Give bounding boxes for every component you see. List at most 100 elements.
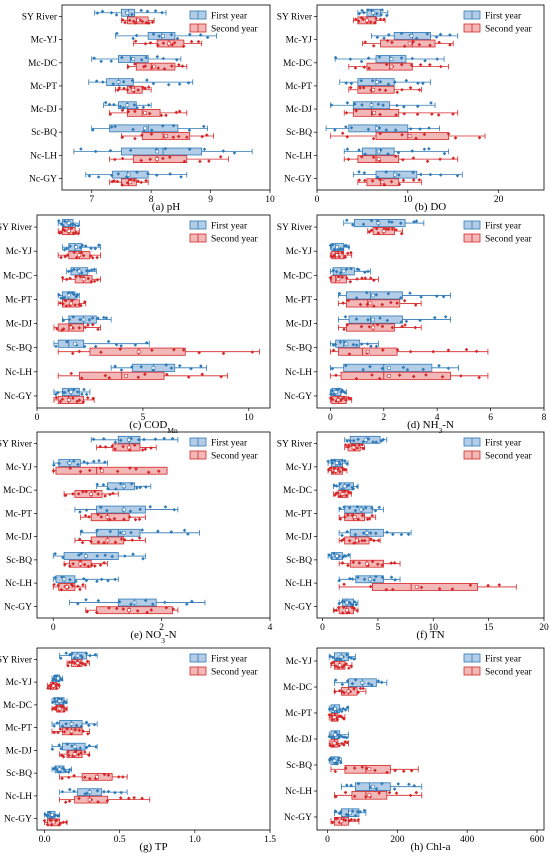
data-point [68, 577, 72, 582]
data-point [401, 178, 406, 183]
data-point [441, 294, 446, 299]
data-point [349, 817, 354, 822]
data-point [86, 564, 91, 569]
mean-marker [333, 390, 338, 394]
first-year-box [357, 8, 389, 18]
data-point [135, 486, 139, 490]
data-point [77, 326, 82, 330]
data-point [106, 578, 110, 583]
data-point [414, 790, 419, 795]
mean-marker [337, 663, 342, 668]
data-point [129, 602, 133, 606]
data-point [336, 605, 341, 610]
data-point [351, 487, 356, 491]
mean-marker [127, 437, 131, 442]
data-point [59, 587, 64, 592]
data-point [108, 148, 113, 153]
first-year-box [328, 652, 356, 662]
data-point [419, 585, 424, 590]
data-point [358, 686, 363, 691]
data-point [340, 689, 345, 694]
data-point [354, 376, 359, 381]
data-point [365, 302, 370, 307]
panel-4: 0 2 4 6 8 SY River Mc-YJ Mc-DC Mc-PT Mc-DJ Sc-BQ Nc… [277, 214, 547, 435]
mean-marker [335, 461, 339, 465]
data-point [402, 44, 407, 48]
data-point [64, 246, 69, 251]
second-year-box [51, 727, 91, 736]
data-point [56, 390, 60, 395]
legend-label-first: First year [485, 655, 522, 665]
data-point [377, 791, 381, 795]
data-point [418, 127, 422, 131]
data-point [419, 172, 423, 177]
data-point [72, 459, 76, 463]
panel-label: (h) Chl-a [410, 841, 450, 853]
mean-marker [77, 253, 82, 257]
mean-marker [365, 18, 369, 23]
data-point [346, 298, 351, 303]
mean-marker [355, 538, 359, 543]
data-point [376, 562, 380, 566]
data-point [102, 789, 106, 794]
data-point [364, 794, 368, 799]
data-point [345, 461, 349, 466]
data-point [80, 655, 84, 659]
data-point [348, 491, 353, 495]
data-point [103, 460, 107, 464]
data-point [446, 132, 451, 136]
data-point [54, 704, 59, 709]
first-year-box [343, 218, 425, 228]
mean-marker [105, 538, 110, 543]
data-point [166, 82, 171, 87]
data-point [103, 100, 108, 105]
data-point [77, 398, 82, 402]
data-point [379, 680, 384, 685]
data-point [85, 461, 90, 466]
data-point [332, 253, 337, 257]
second-year-box [59, 795, 151, 804]
data-point [84, 597, 88, 602]
data-point [326, 459, 330, 464]
category-label: Mc-DJ [286, 105, 313, 115]
data-point [59, 656, 63, 661]
data-point [77, 537, 82, 542]
data-point [57, 679, 61, 683]
second-year-box [85, 605, 179, 615]
data-point [355, 277, 359, 281]
data-point [394, 791, 399, 795]
data-point [95, 482, 100, 487]
data-point [218, 155, 223, 159]
data-point [374, 574, 378, 579]
data-point [459, 374, 463, 378]
data-point [82, 300, 87, 304]
data-point [340, 466, 345, 470]
data-point [334, 399, 338, 403]
data-point [65, 727, 69, 731]
category-label: Nc-GY [4, 815, 32, 825]
data-point [113, 790, 117, 795]
mean-marker [371, 293, 375, 298]
plot-frame [316, 214, 545, 409]
data-point [395, 301, 399, 305]
category-label: Mc-DJ [286, 533, 313, 543]
plot-frame [36, 214, 271, 409]
data-point [391, 587, 395, 592]
data-point [411, 178, 416, 182]
x-tick-label: 10 [265, 195, 275, 205]
category-label: Nc-GY [4, 392, 32, 402]
data-point [397, 182, 402, 187]
data-point [353, 102, 357, 106]
data-point [68, 466, 73, 471]
second-year-box [59, 749, 91, 759]
second-year-box [120, 132, 214, 141]
data-point [385, 770, 389, 775]
data-point [343, 790, 348, 795]
data-point [66, 770, 71, 774]
second-year-box [334, 790, 423, 800]
category-label: Sc-BQ [6, 344, 32, 354]
data-point [338, 271, 343, 275]
data-point [221, 351, 226, 356]
data-point [355, 267, 360, 271]
data-point [168, 172, 172, 176]
